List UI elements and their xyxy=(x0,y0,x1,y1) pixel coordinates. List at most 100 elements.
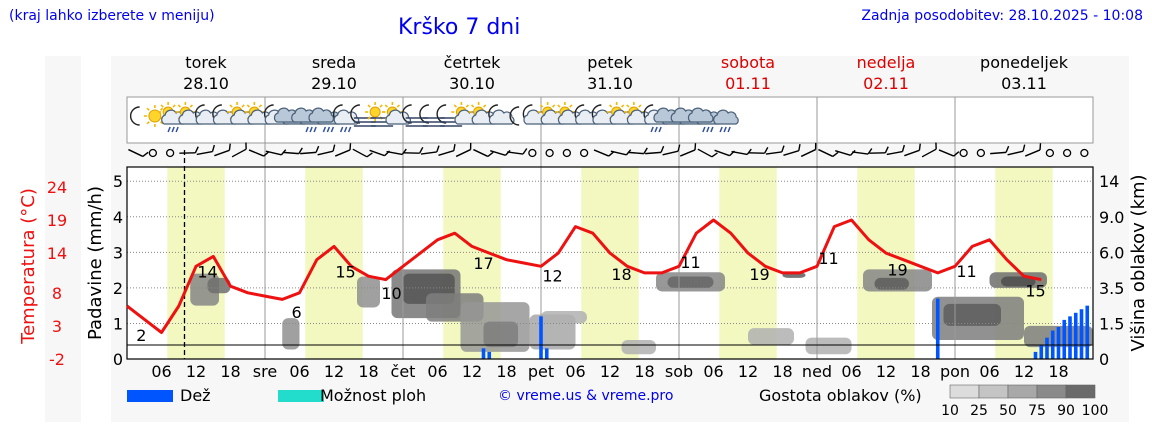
x-tick-label: sob xyxy=(665,362,693,381)
wind-barb-icon xyxy=(196,144,216,156)
wind-barb-icon xyxy=(679,143,697,157)
region-note[interactable]: (kraj lahko izberete v meniju) xyxy=(9,8,215,24)
day-name: četrtek xyxy=(444,53,502,72)
wind-barb-icon xyxy=(783,144,801,156)
cloud-density-tick: 100 xyxy=(1082,403,1109,419)
temperature-label: 18 xyxy=(611,265,631,284)
day-date: 03.11 xyxy=(1001,74,1047,93)
x-tick-label: pet xyxy=(528,362,554,381)
moon-icon xyxy=(509,106,520,126)
x-tick-label: čet xyxy=(391,362,416,381)
cloud-patch xyxy=(667,276,714,288)
wind-barb-icon xyxy=(645,145,665,155)
x-tick-label: 12 xyxy=(738,362,758,381)
wind-barb-icon xyxy=(852,148,873,155)
wind-barb-icon xyxy=(214,143,231,157)
cloud-density-tick: 25 xyxy=(970,403,988,419)
wind-calm-icon xyxy=(528,148,537,158)
precip-tick-label: 3 xyxy=(113,243,123,262)
daylight-band xyxy=(167,167,225,359)
showers-legend-label: Možnost ploh xyxy=(320,386,427,405)
cloud-density-tick: 75 xyxy=(1028,403,1046,419)
precip-bar xyxy=(1085,305,1090,359)
wind-barb-icon xyxy=(921,142,937,158)
wind-barb-icon xyxy=(334,143,352,157)
wind-barb-icon xyxy=(869,146,889,154)
wind-barb-icon xyxy=(697,148,718,158)
x-tick-label: 06 xyxy=(427,362,447,381)
wind-barb-icon xyxy=(1024,143,1042,157)
wind-calm-icon xyxy=(1080,148,1089,158)
rain-legend-label: Dež xyxy=(180,386,211,405)
day-name: nedelja xyxy=(857,53,916,72)
x-tick-label: 12 xyxy=(462,362,482,381)
wind-barb-icon xyxy=(593,149,615,157)
copyright-link[interactable]: © vreme.us & vreme.pro xyxy=(498,388,674,404)
wind-barb-icon xyxy=(231,142,247,158)
cloud-patch xyxy=(207,277,231,294)
cloud-height-tick-label: 1.5 xyxy=(1099,314,1124,333)
cloud-density-label: Gostota oblakov (%) xyxy=(759,386,922,405)
temperature-label: 15 xyxy=(335,263,355,282)
x-tick-label: 12 xyxy=(324,362,344,381)
wind-calm-icon xyxy=(1045,148,1055,158)
wind-barb-icon xyxy=(904,143,921,157)
wind-barb-icon xyxy=(317,144,336,156)
precip-tick-label: 2 xyxy=(113,279,123,298)
temperature-label: 15 xyxy=(1025,281,1045,300)
day-name: sreda xyxy=(312,53,356,72)
cloud-patch xyxy=(541,311,587,324)
temp-tick-label: 19 xyxy=(47,211,67,230)
x-tick-label: 18 xyxy=(910,362,930,381)
wind-barb-icon xyxy=(455,142,472,158)
precip-bar xyxy=(1079,309,1084,359)
temperature-label: 12 xyxy=(542,266,562,285)
day-date: 01.11 xyxy=(725,74,771,93)
wind-barb-icon xyxy=(438,144,456,156)
day-name: torek xyxy=(185,53,227,72)
wind-barb-icon xyxy=(990,145,1010,155)
wind-barb-icon xyxy=(248,149,270,157)
temperature-label: 2 xyxy=(136,326,146,345)
cloud-rain-icon xyxy=(713,109,739,133)
cloud-patch xyxy=(621,340,656,355)
x-tick-label: 18 xyxy=(1048,362,1068,381)
x-tick-label: ned xyxy=(802,362,832,381)
plot-frame xyxy=(126,166,1094,360)
wind-calm-icon xyxy=(165,148,175,158)
wind-barb-icon xyxy=(128,148,149,158)
temperature-label: 11 xyxy=(956,262,976,281)
x-tick-label: 12 xyxy=(186,362,206,381)
precip-tick-label: 1 xyxy=(113,314,123,333)
wind-barb-icon xyxy=(403,146,424,154)
precip-tick-label: 5 xyxy=(113,172,123,191)
day-date: 30.10 xyxy=(449,74,495,93)
precip-bar xyxy=(544,348,549,359)
cloud-density-swatch xyxy=(978,384,1009,399)
sun-cloud-icon xyxy=(468,102,498,125)
cloud-height-axis-title: Višina oblakov (km) xyxy=(1128,174,1149,351)
day-date: 28.10 xyxy=(183,74,229,93)
cloud-height-tick-label: 0 xyxy=(1099,350,1109,369)
temperature-label: 10 xyxy=(381,284,401,303)
sun-icon xyxy=(143,105,166,127)
wind-calm-icon xyxy=(976,148,986,158)
x-tick-label: 06 xyxy=(289,362,309,381)
wind-barb-icon xyxy=(473,148,494,158)
cloud-density-tick: 50 xyxy=(999,403,1017,419)
daylight-band xyxy=(581,167,639,359)
cloud-height-tick-label: 14 xyxy=(1099,172,1119,191)
precip-bar xyxy=(935,298,940,359)
x-tick-label: 18 xyxy=(772,362,792,381)
icon-strip-border xyxy=(126,96,1094,144)
moon-cloud-icon xyxy=(488,104,515,125)
wind-barb-icon xyxy=(818,148,839,158)
precip-bar xyxy=(487,351,492,359)
temperature-label: 14 xyxy=(197,263,217,282)
wind-barb-icon xyxy=(938,149,960,157)
cloud-patch xyxy=(357,276,380,308)
x-tick-label: 12 xyxy=(876,362,896,381)
cloud-height-tick-label: 6.0 xyxy=(1099,243,1124,262)
sun-cloud-icon xyxy=(382,102,412,125)
